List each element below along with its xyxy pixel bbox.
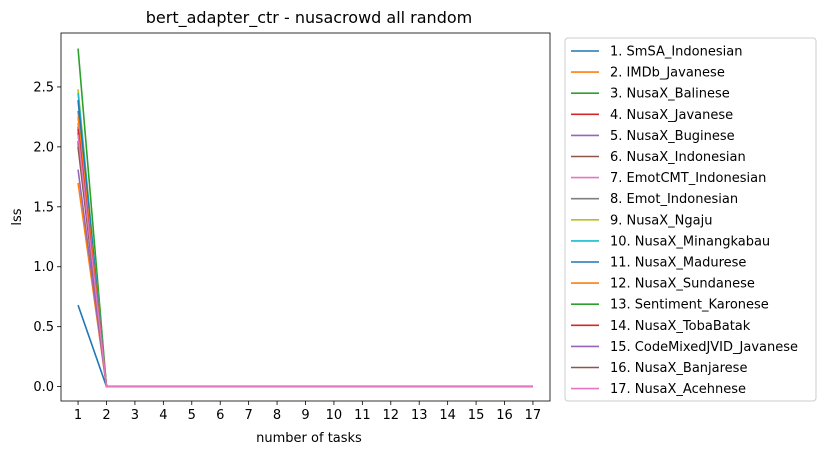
legend-entry: 16. NusaX_Banjarese bbox=[571, 361, 747, 376]
legend-entry: 7. EmotCMT_Indonesian bbox=[571, 171, 766, 186]
x-tick-label: 5 bbox=[188, 408, 196, 423]
x-axis-ticks: 1 2 3 4 5 6 7 8 9 10 11 12 13 14 15 16 17 bbox=[74, 401, 541, 423]
legend-label: 12. NusaX_Sundanese bbox=[610, 277, 755, 292]
legend-entry: 4. NusaX_Javanese bbox=[571, 108, 733, 123]
legend-label: 15. CodeMixedJVID_Javanese bbox=[610, 340, 798, 355]
x-tick-label: 3 bbox=[131, 408, 139, 423]
legend-label: 9. NusaX_Ngaju bbox=[610, 213, 712, 228]
legend-label: 7. EmotCMT_Indonesian bbox=[610, 171, 766, 186]
x-axis-label: number of tasks bbox=[256, 431, 362, 446]
plot-frame bbox=[60, 32, 551, 402]
x-tick-label: 12 bbox=[383, 408, 400, 423]
x-tick-label: 10 bbox=[326, 408, 343, 423]
x-tick-label: 6 bbox=[216, 408, 224, 423]
x-tick-label: 7 bbox=[244, 408, 252, 423]
legend-entry: 1. SmSA_Indonesian bbox=[571, 45, 742, 60]
x-tick-label: 14 bbox=[439, 408, 456, 423]
legend-label: 10. NusaX_Minangkabau bbox=[610, 234, 770, 249]
y-tick-label: 0.0 bbox=[33, 380, 54, 395]
legend-label: 13. Sentiment_Karonese bbox=[610, 298, 769, 313]
legend-entry: 10. NusaX_Minangkabau bbox=[571, 234, 770, 249]
x-tick-label: 8 bbox=[273, 408, 281, 423]
x-tick-label: 11 bbox=[354, 408, 371, 423]
plot-area: 1 2 3 4 5 6 7 8 9 10 11 12 13 14 15 16 17 0.00.51.01.52.… bbox=[33, 32, 551, 423]
legend-entry: 17. NusaX_Acehnese bbox=[571, 382, 746, 397]
y-axis-ticks: 0.0 0.5 1.0 1.5 2.0 2.5 bbox=[33, 80, 61, 395]
x-tick-label: 17 bbox=[525, 408, 542, 423]
y-tick-label: 1.5 bbox=[33, 200, 54, 215]
y-tick-label: 2.0 bbox=[33, 140, 54, 155]
legend-entry: 15. CodeMixedJVID_Javanese bbox=[571, 340, 798, 355]
legend-entry: 2. IMDb_Javanese bbox=[571, 66, 725, 81]
legend-entry: 6. NusaX_Indonesian bbox=[571, 150, 746, 165]
legend-label: 14. NusaX_TobaBatak bbox=[610, 319, 751, 334]
legend-frame bbox=[564, 37, 817, 402]
series-layer bbox=[77, 48, 533, 388]
legend-label: 3. NusaX_Balinese bbox=[610, 87, 730, 102]
legend-entry: 11. NusaX_Madurese bbox=[571, 256, 746, 271]
legend-entry: 3. NusaX_Balinese bbox=[571, 87, 730, 102]
legend-entry: 12. NusaX_Sundanese bbox=[571, 277, 755, 292]
x-tick-label: 9 bbox=[301, 408, 309, 423]
legend-label: 5. NusaX_Buginese bbox=[610, 129, 735, 144]
legend-label: 11. NusaX_Madurese bbox=[610, 256, 746, 271]
legend-label: 8. Emot_Indonesian bbox=[610, 192, 738, 207]
x-tick-label: 16 bbox=[496, 408, 513, 423]
legend-label: 2. IMDb_Javanese bbox=[610, 66, 725, 81]
y-tick-label: 1.0 bbox=[33, 260, 54, 275]
x-tick-label: 13 bbox=[411, 408, 428, 423]
legend-entry: 13. Sentiment_Karonese bbox=[571, 298, 769, 313]
legend: 1. SmSA_Indonesian 2. IMDb_Javanese 3. Nus… bbox=[564, 37, 817, 402]
legend-label: 1. SmSA_Indonesian bbox=[610, 45, 742, 60]
legend-entry: 14. NusaX_TobaBatak bbox=[571, 319, 751, 334]
chart-title: bert_adapter_ctr - nusacrowd all random bbox=[146, 8, 472, 28]
x-tick-label: 1 bbox=[74, 408, 82, 423]
legend-label: 17. NusaX_Acehnese bbox=[610, 382, 746, 397]
x-tick-label: 15 bbox=[468, 408, 485, 423]
x-tick-label: 4 bbox=[159, 408, 167, 423]
legend-label: 6. NusaX_Indonesian bbox=[610, 150, 746, 165]
y-tick-label: 2.5 bbox=[33, 80, 54, 95]
x-tick-label: 2 bbox=[102, 408, 110, 423]
legend-entry: 9. NusaX_Ngaju bbox=[571, 213, 712, 228]
y-tick-label: 0.5 bbox=[33, 320, 54, 335]
legend-label: 16. NusaX_Banjarese bbox=[610, 361, 747, 376]
legend-entry: 5. NusaX_Buginese bbox=[571, 129, 735, 144]
legend-entry: 8. Emot_Indonesian bbox=[571, 192, 738, 207]
y-axis-label: lss bbox=[10, 208, 25, 225]
legend-items: 1. SmSA_Indonesian 2. IMDb_Javanese 3. Nus… bbox=[571, 45, 798, 397]
series-line-17 bbox=[77, 134, 533, 388]
legend-label: 4. NusaX_Javanese bbox=[610, 108, 733, 123]
